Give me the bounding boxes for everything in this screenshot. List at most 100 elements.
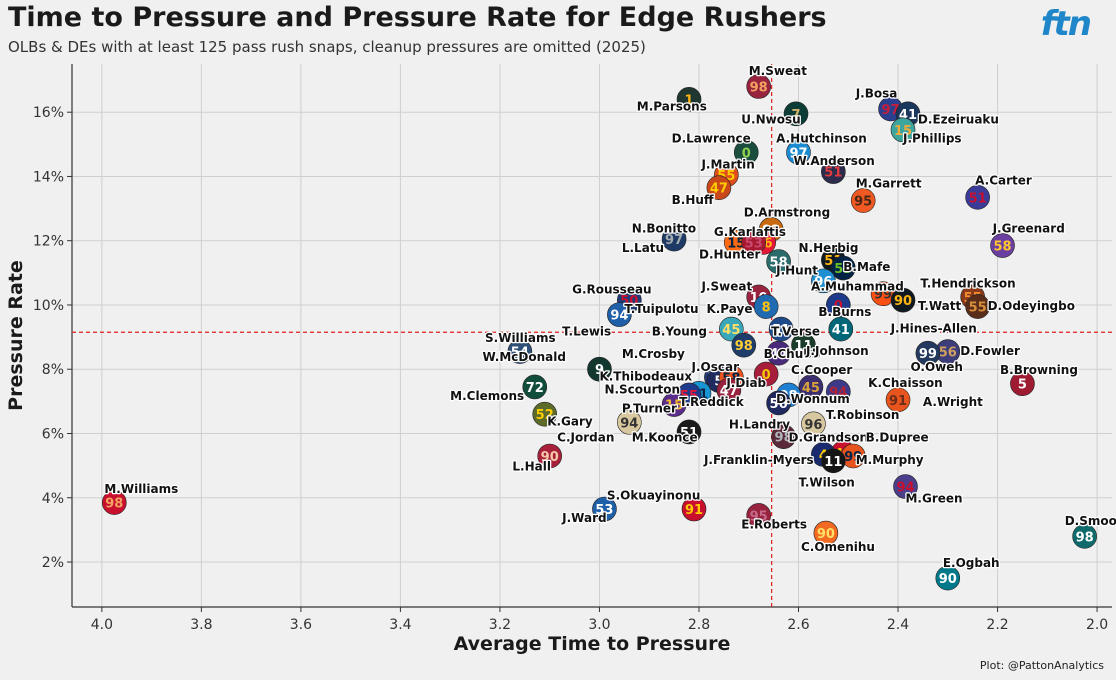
- point-marker[interactable]: [522, 374, 548, 400]
- player-point[interactable]: 52: [532, 401, 558, 427]
- point-marker[interactable]: [811, 268, 836, 294]
- point-marker[interactable]: [786, 140, 811, 165]
- player-point[interactable]: 98: [771, 424, 796, 450]
- player-point[interactable]: 0: [826, 292, 851, 318]
- player-point[interactable]: 56: [935, 339, 961, 364]
- player-point[interactable]: 15: [661, 392, 687, 417]
- player-point[interactable]: 94: [826, 379, 851, 405]
- player-point[interactable]: 58: [766, 249, 791, 274]
- player-point[interactable]: 45: [798, 374, 824, 400]
- point-marker[interactable]: [885, 387, 911, 413]
- point-marker[interactable]: [990, 233, 1015, 258]
- player-point[interactable]: 94: [607, 302, 632, 327]
- player-point[interactable]: 98: [1072, 524, 1097, 549]
- player-point[interactable]: 58: [990, 233, 1015, 258]
- player-point[interactable]: 72: [522, 374, 548, 400]
- player-point[interactable]: 97: [786, 140, 811, 165]
- point-marker[interactable]: [783, 101, 809, 127]
- point-marker[interactable]: [507, 339, 533, 364]
- player-point[interactable]: 98: [746, 74, 771, 99]
- point-marker[interactable]: [768, 316, 794, 342]
- player-point[interactable]: 44: [766, 340, 791, 366]
- player-point[interactable]: 51: [768, 316, 794, 342]
- point-marker[interactable]: [890, 117, 916, 143]
- player-point[interactable]: 56: [766, 390, 791, 416]
- player-point[interactable]: 47: [706, 175, 732, 201]
- player-point[interactable]: 97: [661, 226, 687, 252]
- point-marker[interactable]: [101, 490, 127, 515]
- point-marker[interactable]: [821, 159, 846, 184]
- player-point[interactable]: 15: [890, 117, 916, 143]
- point-marker[interactable]: [587, 356, 612, 382]
- point-marker[interactable]: [830, 255, 856, 281]
- player-point[interactable]: 94: [893, 474, 918, 499]
- player-point[interactable]: 0: [733, 140, 759, 165]
- player-point[interactable]: 51: [821, 159, 846, 184]
- point-marker[interactable]: [753, 361, 779, 387]
- point-marker[interactable]: [801, 411, 826, 437]
- point-marker[interactable]: [798, 374, 824, 400]
- point-marker[interactable]: [1010, 371, 1035, 396]
- player-point[interactable]: 9: [587, 356, 612, 382]
- point-marker[interactable]: [965, 185, 990, 210]
- point-marker[interactable]: [771, 424, 796, 450]
- point-marker[interactable]: [537, 443, 563, 469]
- player-point[interactable]: 51: [676, 419, 702, 445]
- point-marker[interactable]: [935, 565, 961, 591]
- player-point[interactable]: 54: [507, 339, 533, 364]
- player-point[interactable]: 98: [731, 332, 757, 358]
- point-marker[interactable]: [753, 294, 779, 319]
- player-point[interactable]: 95: [746, 503, 771, 528]
- point-marker[interactable]: [532, 401, 558, 427]
- point-marker[interactable]: [766, 390, 791, 416]
- player-point[interactable]: 51: [965, 185, 990, 210]
- point-marker[interactable]: [617, 409, 642, 435]
- player-point[interactable]: 0: [753, 361, 779, 387]
- point-marker[interactable]: [731, 332, 757, 358]
- player-point[interactable]: 99: [915, 340, 941, 366]
- point-marker[interactable]: [766, 340, 791, 366]
- player-point[interactable]: 53: [830, 255, 856, 281]
- point-marker[interactable]: [915, 340, 941, 366]
- point-marker[interactable]: [1072, 524, 1097, 549]
- point-marker[interactable]: [791, 332, 816, 358]
- player-point[interactable]: 98: [101, 490, 127, 515]
- point-marker[interactable]: [716, 377, 742, 403]
- player-point[interactable]: 91: [885, 387, 911, 413]
- point-marker[interactable]: [893, 474, 918, 499]
- player-point[interactable]: 96: [811, 268, 836, 294]
- player-point[interactable]: 11: [791, 332, 816, 358]
- player-point[interactable]: 96: [801, 411, 826, 437]
- player-point[interactable]: 8: [753, 294, 779, 319]
- point-marker[interactable]: [813, 520, 839, 546]
- player-point[interactable]: 95: [850, 188, 876, 213]
- point-marker[interactable]: [821, 448, 846, 474]
- player-point[interactable]: 5: [1010, 371, 1035, 396]
- point-marker[interactable]: [607, 302, 632, 327]
- point-marker[interactable]: [661, 392, 687, 417]
- player-point[interactable]: 15: [724, 230, 749, 255]
- player-point[interactable]: 55: [965, 294, 990, 319]
- point-marker[interactable]: [676, 419, 702, 445]
- point-marker[interactable]: [828, 316, 854, 342]
- point-marker[interactable]: [741, 230, 767, 255]
- point-marker[interactable]: [746, 503, 771, 528]
- point-marker[interactable]: [826, 379, 851, 405]
- player-point[interactable]: 94: [617, 409, 642, 435]
- point-marker[interactable]: [746, 74, 771, 99]
- player-point[interactable]: 53: [592, 496, 617, 522]
- point-marker[interactable]: [733, 140, 759, 165]
- player-point[interactable]: 90: [935, 565, 961, 591]
- point-marker[interactable]: [681, 496, 707, 522]
- point-marker[interactable]: [965, 294, 990, 319]
- player-point[interactable]: 7: [783, 101, 809, 127]
- player-point[interactable]: 90: [537, 443, 563, 469]
- player-point[interactable]: 91: [681, 496, 707, 522]
- player-point[interactable]: 99: [840, 443, 866, 469]
- player-point[interactable]: 90: [890, 287, 916, 313]
- point-marker[interactable]: [826, 292, 851, 318]
- point-marker[interactable]: [766, 249, 791, 274]
- player-point[interactable]: 90: [813, 520, 839, 546]
- point-marker[interactable]: [890, 287, 916, 313]
- player-point[interactable]: 1: [676, 87, 702, 112]
